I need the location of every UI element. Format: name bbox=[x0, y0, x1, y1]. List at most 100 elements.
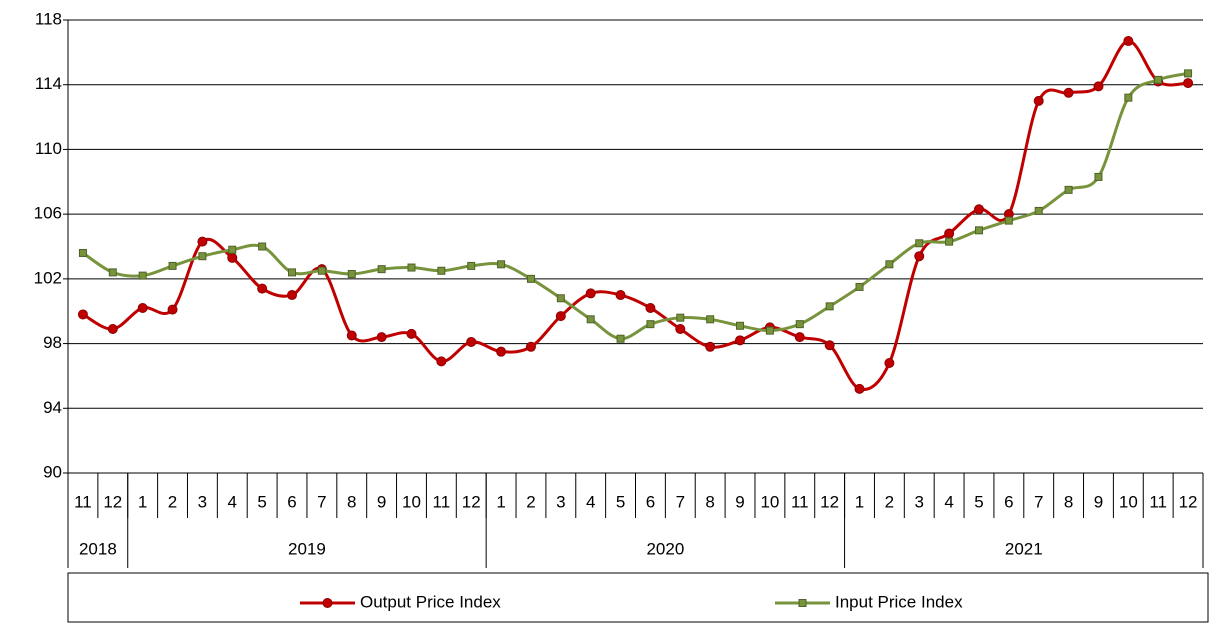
x-tick-label: 2 bbox=[168, 492, 177, 511]
data-point bbox=[884, 357, 895, 368]
data-point bbox=[794, 332, 805, 343]
data-point bbox=[77, 309, 88, 320]
data-point bbox=[795, 320, 804, 329]
x-tick-label: 11 bbox=[1149, 492, 1167, 511]
data-point bbox=[824, 340, 835, 351]
x-tick-label: 8 bbox=[347, 492, 356, 511]
y-tick-label: 118 bbox=[35, 9, 62, 28]
x-tick-label: 1 bbox=[138, 492, 147, 511]
x-tick-label: 2 bbox=[526, 492, 535, 511]
x-tick-label: 12 bbox=[103, 492, 122, 511]
data-point bbox=[705, 341, 716, 352]
data-point bbox=[258, 242, 267, 251]
data-point bbox=[137, 302, 148, 313]
data-point bbox=[407, 263, 416, 272]
data-point bbox=[376, 332, 387, 343]
data-point bbox=[1154, 75, 1163, 84]
data-point bbox=[287, 290, 298, 301]
x-tick-label: 7 bbox=[317, 492, 326, 511]
x-tick-label: 9 bbox=[1094, 492, 1103, 511]
data-point bbox=[168, 261, 177, 270]
data-point bbox=[855, 282, 864, 291]
data-point bbox=[347, 270, 356, 279]
data-point bbox=[944, 228, 955, 239]
x-tick-label: 3 bbox=[915, 492, 924, 511]
data-point bbox=[525, 341, 536, 352]
data-point bbox=[556, 294, 565, 303]
x-tick-label: 9 bbox=[377, 492, 386, 511]
data-point bbox=[914, 251, 925, 262]
x-tick-label: 5 bbox=[974, 492, 983, 511]
y-tick-label: 90 bbox=[43, 462, 62, 481]
x-tick-label: 10 bbox=[1119, 492, 1138, 511]
data-point bbox=[585, 288, 596, 299]
data-point bbox=[406, 328, 417, 339]
data-point bbox=[555, 311, 566, 322]
x-tick-label: 8 bbox=[1064, 492, 1073, 511]
data-point bbox=[288, 268, 297, 277]
x-tick-label: 1 bbox=[855, 492, 864, 511]
group-label: 2021 bbox=[1005, 539, 1043, 558]
data-point bbox=[1094, 172, 1103, 181]
x-tick-label: 6 bbox=[1004, 492, 1013, 511]
data-point bbox=[526, 274, 535, 283]
data-point bbox=[706, 315, 715, 324]
data-point bbox=[227, 252, 238, 263]
legend-marker bbox=[798, 599, 807, 607]
x-tick-label: 6 bbox=[287, 492, 296, 511]
data-point bbox=[615, 290, 626, 301]
data-point bbox=[1184, 69, 1193, 78]
group-label: 2018 bbox=[79, 539, 117, 558]
data-point bbox=[735, 335, 746, 346]
series-line bbox=[82, 39, 1189, 392]
data-point bbox=[377, 265, 386, 274]
data-point bbox=[436, 356, 447, 367]
data-point bbox=[765, 326, 774, 335]
x-tick-label: 11 bbox=[791, 492, 809, 511]
data-point bbox=[1033, 95, 1044, 106]
x-tick-label: 2 bbox=[885, 492, 894, 511]
data-point bbox=[1063, 87, 1074, 98]
y-tick-label: 110 bbox=[35, 139, 62, 158]
x-tick-label: 12 bbox=[462, 492, 481, 511]
y-tick-label: 106 bbox=[34, 204, 62, 223]
data-point bbox=[496, 346, 507, 357]
y-tick-label: 94 bbox=[43, 398, 62, 417]
x-tick-label: 3 bbox=[556, 492, 565, 511]
data-point bbox=[915, 239, 924, 248]
data-point bbox=[167, 304, 178, 315]
data-point bbox=[1183, 78, 1194, 89]
x-tick-label: 11 bbox=[74, 492, 92, 511]
data-point bbox=[1093, 81, 1104, 92]
x-tick-label: 8 bbox=[705, 492, 714, 511]
data-point bbox=[645, 302, 656, 313]
data-point bbox=[854, 383, 865, 394]
data-point bbox=[228, 245, 237, 254]
x-tick-label: 7 bbox=[1034, 492, 1043, 511]
data-point bbox=[676, 313, 685, 322]
legend-label: Input Price Index bbox=[835, 592, 963, 611]
legend-label: Output Price Index bbox=[360, 592, 501, 611]
data-point bbox=[1034, 206, 1043, 215]
data-point bbox=[825, 302, 834, 311]
data-point bbox=[1004, 216, 1013, 225]
data-point bbox=[1064, 185, 1073, 194]
legend-marker bbox=[322, 598, 333, 608]
data-point bbox=[317, 266, 326, 275]
x-tick-label: 1 bbox=[496, 492, 505, 511]
data-point bbox=[198, 252, 207, 261]
x-tick-label: 11 bbox=[433, 492, 451, 511]
data-point bbox=[197, 236, 208, 247]
data-point bbox=[973, 204, 984, 215]
data-point bbox=[108, 268, 117, 277]
data-point bbox=[257, 283, 268, 294]
data-point bbox=[466, 336, 477, 347]
data-point bbox=[467, 261, 476, 270]
group-label: 2020 bbox=[646, 539, 684, 558]
x-tick-label: 4 bbox=[586, 492, 595, 511]
group-label: 2019 bbox=[288, 539, 326, 558]
data-point bbox=[885, 260, 894, 269]
y-tick-label: 114 bbox=[35, 74, 62, 93]
data-point bbox=[1124, 93, 1133, 102]
x-tick-label: 6 bbox=[646, 492, 655, 511]
